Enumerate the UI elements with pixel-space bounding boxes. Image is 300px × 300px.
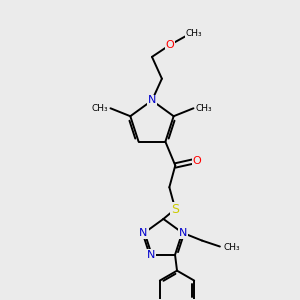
Text: S: S xyxy=(171,202,179,216)
Text: O: O xyxy=(165,40,174,50)
Text: N: N xyxy=(147,250,155,260)
Text: CH₃: CH₃ xyxy=(92,104,109,113)
Text: CH₃: CH₃ xyxy=(195,104,212,113)
Text: N: N xyxy=(140,228,148,238)
Text: N: N xyxy=(179,228,188,238)
Text: O: O xyxy=(193,157,202,166)
Text: CH₃: CH₃ xyxy=(185,28,202,38)
Text: N: N xyxy=(148,95,156,106)
Text: CH₃: CH₃ xyxy=(224,243,241,252)
